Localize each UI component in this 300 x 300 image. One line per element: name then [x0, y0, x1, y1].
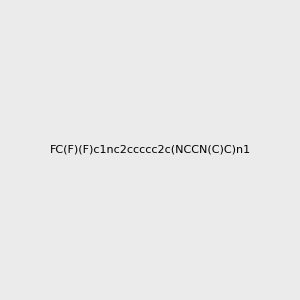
Text: FC(F)(F)c1nc2ccccc2c(NCCN(C)C)n1: FC(F)(F)c1nc2ccccc2c(NCCN(C)C)n1: [50, 145, 250, 155]
